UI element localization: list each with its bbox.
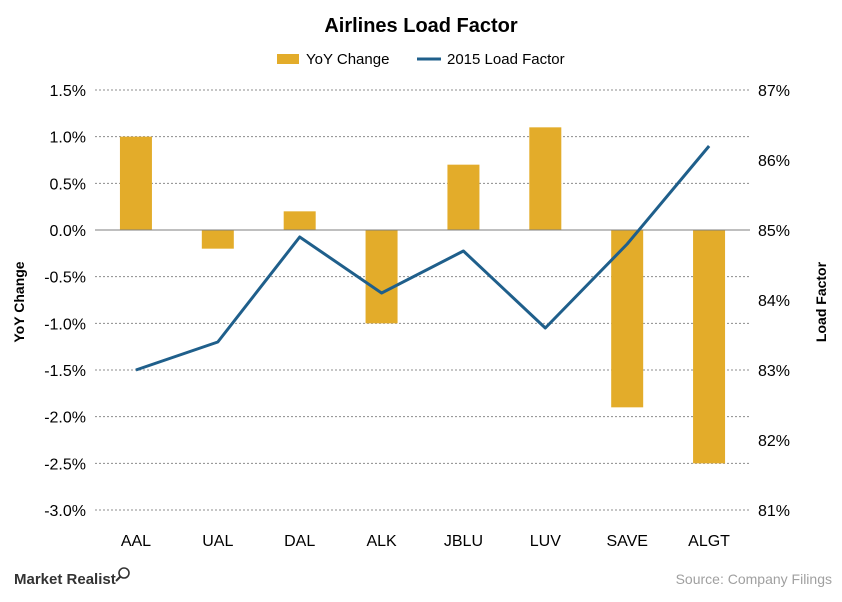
left-tick-label: -3.0% <box>44 503 86 520</box>
legend-swatch-yoy <box>277 54 299 64</box>
brand-name: Market Realist <box>14 571 116 588</box>
right-axis-title: Load Factor <box>813 261 829 342</box>
category-label: DAL <box>284 533 315 550</box>
bar-ual <box>201 230 234 249</box>
magnifier-icon <box>115 567 130 582</box>
gridlines <box>95 89 750 511</box>
right-tick-label: 81% <box>758 503 790 520</box>
bar-algt <box>693 230 726 464</box>
branding: Market Realist <box>14 567 130 588</box>
bar-series <box>119 127 726 464</box>
left-tick-label: -2.0% <box>44 410 86 427</box>
bar-save <box>611 230 644 408</box>
right-tick-label: 87% <box>758 83 790 100</box>
category-label: ALGT <box>688 533 730 550</box>
left-tick-label: 1.0% <box>50 130 86 147</box>
left-tick-label: 0.5% <box>50 176 86 193</box>
bar-jblu <box>447 164 480 230</box>
category-label: ALK <box>366 533 397 550</box>
bar-aal <box>119 136 152 230</box>
left-tick-label: -2.5% <box>44 456 86 473</box>
legend-label-yoy: YoY Change <box>306 51 389 68</box>
right-tick-label: 84% <box>758 293 790 310</box>
line-series <box>135 145 711 372</box>
category-labels: AAL UAL DAL ALK JBLU LUV SAVE ALGT <box>121 533 730 550</box>
left-tick-label: -1.0% <box>44 316 86 333</box>
load-factor-line <box>135 145 711 372</box>
right-tick-label: 82% <box>758 433 790 450</box>
left-axis-title: YoY Change <box>11 261 27 342</box>
right-tick-label: 83% <box>758 363 790 380</box>
right-tick-label: 85% <box>758 223 790 240</box>
left-tick-label: 0.0% <box>50 223 86 240</box>
bar-luv <box>529 127 562 230</box>
legend: YoY Change 2015 Load Factor <box>277 51 565 68</box>
right-tick-label: 86% <box>758 153 790 170</box>
category-label: UAL <box>202 533 233 550</box>
left-tick-label: -1.5% <box>44 363 86 380</box>
left-tick-label: -0.5% <box>44 270 86 287</box>
right-axis-ticks: 87% 86% 85% 84% 83% 82% 81% <box>758 83 790 520</box>
source-note: Source: Company Filings <box>676 571 832 587</box>
bar-dal <box>283 211 316 230</box>
left-tick-label: 1.5% <box>50 83 86 100</box>
chart-title: Airlines Load Factor <box>324 15 518 37</box>
category-label: LUV <box>530 533 561 550</box>
legend-label-load-factor: 2015 Load Factor <box>447 51 565 68</box>
category-label: SAVE <box>606 533 648 550</box>
category-label: AAL <box>121 533 151 550</box>
left-axis-ticks: 1.5% 1.0% 0.5% 0.0% -0.5% -1.0% -1.5% -2.0% -2.5… <box>44 83 86 520</box>
category-label: JBLU <box>444 533 483 550</box>
bar-alk <box>365 230 398 324</box>
